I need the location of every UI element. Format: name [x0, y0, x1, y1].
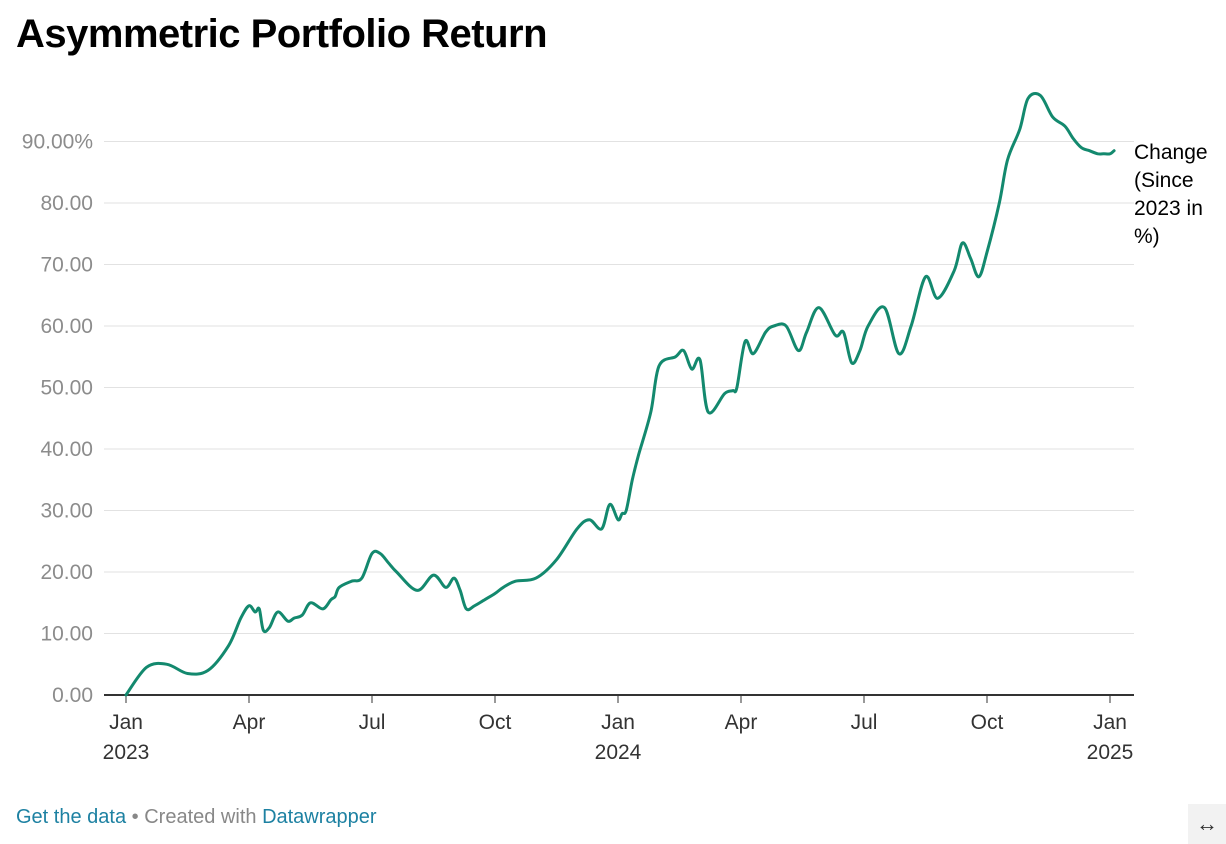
y-tick-label: 20.00	[40, 561, 93, 584]
y-tick-label: 40.00	[40, 438, 93, 461]
get-data-link[interactable]: Get the data	[16, 806, 127, 828]
gridlines	[104, 141, 1134, 634]
series-label-line: 2023 in	[1134, 197, 1203, 220]
footer: Get the data • Created with Datawrapper	[16, 806, 377, 829]
x-tick-year-label: 2025	[1087, 741, 1134, 764]
resize-handle-icon[interactable]: ↔	[1188, 804, 1226, 844]
x-tick-label: Jul	[359, 711, 386, 734]
x-tick-label: Apr	[725, 711, 758, 734]
series-line	[124, 92, 1116, 697]
x-tick-label: Jan	[109, 711, 143, 734]
y-tick-label: 70.00	[40, 254, 93, 277]
y-tick-label: 0.00	[52, 684, 93, 707]
footer-separator: •	[131, 806, 139, 828]
x-tick-label: Oct	[479, 711, 512, 734]
datawrapper-link[interactable]: Datawrapper	[262, 806, 377, 828]
y-tick-label: 10.00	[40, 623, 93, 646]
chart-title: Asymmetric Portfolio Return	[16, 12, 548, 56]
y-tick-label: 30.00	[40, 500, 93, 523]
series-label: Change (Since 2023 in%)	[1134, 141, 1208, 248]
x-axis-ticks: Jan 2023 Apr Jul Oct Jan 2024 Apr Jul Oct Jan 2025	[103, 695, 1134, 764]
y-axis-ticks: 0.00 10.00 20.00 30.00 40.00 50.00 60.00 70.00 8…	[22, 131, 93, 708]
y-tick-label: 90.00%	[22, 131, 93, 154]
x-tick-label: Jan	[601, 711, 635, 734]
x-tick-label: Jan	[1093, 711, 1127, 734]
x-tick-label: Apr	[233, 711, 266, 734]
series-label-line: Change	[1134, 141, 1208, 164]
line-chart: 0.00 10.00 20.00 30.00 40.00 50.00 60.00 70.00 8…	[22, 92, 1208, 764]
x-tick-year-label: 2023	[103, 741, 150, 764]
y-tick-label: 80.00	[40, 192, 93, 215]
series-label-line: (Since	[1134, 169, 1194, 192]
y-tick-label: 50.00	[40, 377, 93, 400]
x-tick-label: Oct	[971, 711, 1004, 734]
x-tick-year-label: 2024	[595, 741, 642, 764]
series-label-line: %)	[1134, 225, 1160, 248]
x-tick-label: Jul	[851, 711, 878, 734]
y-tick-label: 60.00	[40, 315, 93, 338]
created-with-text: Created with	[144, 806, 257, 828]
